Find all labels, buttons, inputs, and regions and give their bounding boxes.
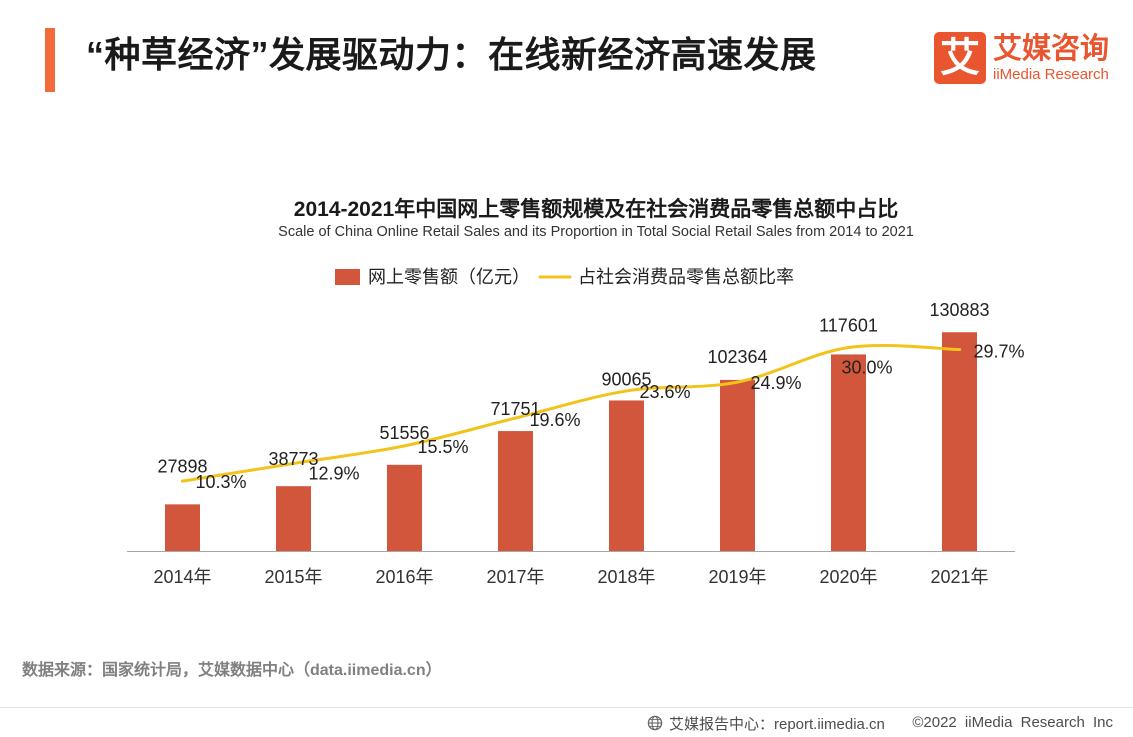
ratio-point-2021 xyxy=(958,348,961,352)
ratio-point-2019 xyxy=(736,380,739,384)
bar-value-label-2020: 117601 xyxy=(819,315,878,335)
brand-logo: 艾 艾媒咨询 iiMedia Research xyxy=(934,32,1114,86)
ratio-value-label-2020: 30.0% xyxy=(842,358,893,378)
legend-label-bar: 网上零售额（亿元） xyxy=(368,267,530,287)
ratio-point-2020 xyxy=(847,346,850,350)
ratio-value-label-2016: 15.5% xyxy=(418,437,469,457)
ratio-value-label-2019: 24.9% xyxy=(751,373,802,393)
bar-2017 xyxy=(498,431,533,551)
bar-2021 xyxy=(942,332,977,551)
bar-value-label-2018: 90065 xyxy=(601,369,651,389)
bar-2015 xyxy=(276,486,311,551)
bar-2014 xyxy=(165,504,200,551)
x-tick-label-2017: 2017年 xyxy=(486,567,544,587)
title-accent-bar xyxy=(45,28,55,92)
report-center-text: 艾媒报告中心：report.iimedia.cn xyxy=(669,715,885,733)
ratio-point-2018 xyxy=(625,389,628,393)
x-tick-label-2021: 2021年 xyxy=(930,567,988,587)
x-tick-labels: 2014年 2015年 2016年 2017年 2018年 2019年 2020年 2021年 xyxy=(153,567,988,587)
bar-value-label-2017: 71751 xyxy=(490,399,540,419)
bar-value-label-2016: 51556 xyxy=(379,423,429,443)
logo-mark-icon: 艾 xyxy=(934,32,986,84)
bar-series xyxy=(165,332,977,551)
footer-report-center: 艾媒报告中心：report.iimedia.cn xyxy=(647,713,885,733)
logo-name-en: iiMedia Research xyxy=(993,66,1109,83)
x-tick-label-2014: 2014年 xyxy=(153,567,211,587)
ratio-value-label-2021: 29.7% xyxy=(974,342,1025,362)
ratio-value-label-2017: 19.6% xyxy=(530,410,581,430)
chart-subtitle: Scale of China Online Retail Sales and i… xyxy=(278,224,914,240)
logo-name-cn: 艾媒咨询 xyxy=(993,33,1110,65)
line-series xyxy=(181,343,961,483)
page-title: “种草经济”发展驱动力：在线新经济高速发展 xyxy=(86,34,817,75)
x-tick-label-2020: 2020年 xyxy=(819,567,877,587)
legend: 网上零售额（亿元） 占社会消费品零售总额比率 xyxy=(335,267,794,287)
ratio-value-label-2015: 12.9% xyxy=(309,464,360,484)
bar-value-label-2015: 38773 xyxy=(268,449,318,469)
line-value-labels: 10.3% 12.9% 15.5% 19.6% 23.6% 24.9% 30.0% 29.7% xyxy=(196,342,1025,493)
bar-value-labels: 27898 38773 51556 71751 90065 102364 117601 130… xyxy=(157,300,989,476)
ratio-value-label-2014: 10.3% xyxy=(196,472,247,492)
data-source-note: 数据来源：国家统计局，艾媒数据中心（data.iimedia.cn） xyxy=(22,662,442,679)
bar-2016 xyxy=(387,464,422,551)
ratio-point-2015 xyxy=(292,462,295,465)
ratio-line xyxy=(181,343,961,483)
bar-2020 xyxy=(831,354,866,551)
x-tick-label-2018: 2018年 xyxy=(597,567,655,587)
bar-2018 xyxy=(609,400,644,551)
x-tick-label-2016: 2016年 xyxy=(375,567,433,587)
bar-value-label-2021: 130883 xyxy=(929,300,989,320)
footer-divider xyxy=(0,707,1133,708)
ratio-point-2014 xyxy=(181,479,184,483)
x-tick-label-2015: 2015年 xyxy=(264,567,322,587)
ratio-value-label-2018: 23.6% xyxy=(640,382,691,402)
ratio-point-2017 xyxy=(514,416,517,420)
legend-swatch-bar xyxy=(335,269,360,285)
copyright-text: ©2022 iiMedia Research Inc xyxy=(912,714,1113,731)
chart-title: 2014-2021年中国网上零售额规模及在社会消费品零售总额中占比 xyxy=(294,197,898,221)
bar-2019 xyxy=(720,379,755,551)
x-tick-label-2019: 2019年 xyxy=(708,567,766,587)
bar-value-label-2014: 27898 xyxy=(157,456,207,476)
ratio-point-2016 xyxy=(403,444,406,448)
legend-label-line: 占社会消费品零售总额比率 xyxy=(578,267,794,287)
globe-icon xyxy=(647,715,663,731)
bar-value-label-2019: 102364 xyxy=(707,347,767,367)
